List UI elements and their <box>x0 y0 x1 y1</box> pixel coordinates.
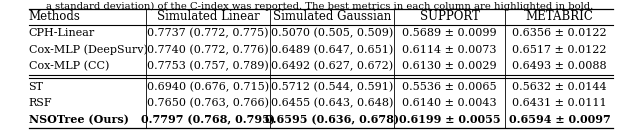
Text: ST: ST <box>29 82 44 92</box>
Text: 0.6492 (0.627, 0.672): 0.6492 (0.627, 0.672) <box>271 61 393 71</box>
Text: 0.7753 (0.757, 0.789): 0.7753 (0.757, 0.789) <box>147 61 269 71</box>
Text: 0.6356 ± 0.0122: 0.6356 ± 0.0122 <box>512 28 607 38</box>
Text: 0.7797 (0.768, 0.795): 0.7797 (0.768, 0.795) <box>141 114 275 125</box>
Text: Cox-MLP (DeepSurv): Cox-MLP (DeepSurv) <box>29 44 147 55</box>
Text: 0.5632 ± 0.0144: 0.5632 ± 0.0144 <box>512 82 607 92</box>
Text: 0.6594 ± 0.0097: 0.6594 ± 0.0097 <box>509 114 611 125</box>
Text: 0.6140 ± 0.0043: 0.6140 ± 0.0043 <box>402 98 497 108</box>
Text: 0.6431 ± 0.0111: 0.6431 ± 0.0111 <box>512 98 607 108</box>
Text: a standard deviation) of the C-index was reported. The best metrics in each colu: a standard deviation) of the C-index was… <box>46 1 594 11</box>
Text: NSOTree (Ours): NSOTree (Ours) <box>29 114 129 125</box>
Text: Cox-MLP (CC): Cox-MLP (CC) <box>29 61 109 71</box>
Text: 0.6455 (0.643, 0.648): 0.6455 (0.643, 0.648) <box>271 98 393 108</box>
Text: CPH-Linear: CPH-Linear <box>29 28 95 38</box>
Text: 0.7650 (0.763, 0.766): 0.7650 (0.763, 0.766) <box>147 98 269 108</box>
Text: 0.6595 (0.636, 0.678): 0.6595 (0.636, 0.678) <box>265 114 399 125</box>
Text: RSF: RSF <box>29 98 52 108</box>
Text: 0.7737 (0.772, 0.775): 0.7737 (0.772, 0.775) <box>147 28 269 38</box>
Text: 0.6940 (0.676, 0.715): 0.6940 (0.676, 0.715) <box>147 81 269 92</box>
Text: 0.6199 ± 0.0055: 0.6199 ± 0.0055 <box>399 114 500 125</box>
Text: 0.5536 ± 0.0065: 0.5536 ± 0.0065 <box>402 82 497 92</box>
Text: 0.6493 ± 0.0088: 0.6493 ± 0.0088 <box>512 61 607 71</box>
Text: 0.6114 ± 0.0073: 0.6114 ± 0.0073 <box>403 45 497 55</box>
Text: Methods: Methods <box>29 10 81 23</box>
Text: METABRIC: METABRIC <box>525 10 593 23</box>
Text: 0.6517 ± 0.0122: 0.6517 ± 0.0122 <box>513 45 607 55</box>
Text: 0.7740 (0.772, 0.776): 0.7740 (0.772, 0.776) <box>147 44 269 55</box>
Text: 0.5689 ± 0.0099: 0.5689 ± 0.0099 <box>402 28 497 38</box>
Text: 0.6489 (0.647, 0.651): 0.6489 (0.647, 0.651) <box>271 44 393 55</box>
Text: SUPPORT: SUPPORT <box>420 10 479 23</box>
Text: 0.5070 (0.505, 0.509): 0.5070 (0.505, 0.509) <box>271 28 393 38</box>
Text: 0.5712 (0.544, 0.591): 0.5712 (0.544, 0.591) <box>271 81 393 92</box>
Text: Simulated Gaussian: Simulated Gaussian <box>273 10 391 23</box>
Text: Simulated Linear: Simulated Linear <box>157 10 259 23</box>
Text: 0.6130 ± 0.0029: 0.6130 ± 0.0029 <box>402 61 497 71</box>
